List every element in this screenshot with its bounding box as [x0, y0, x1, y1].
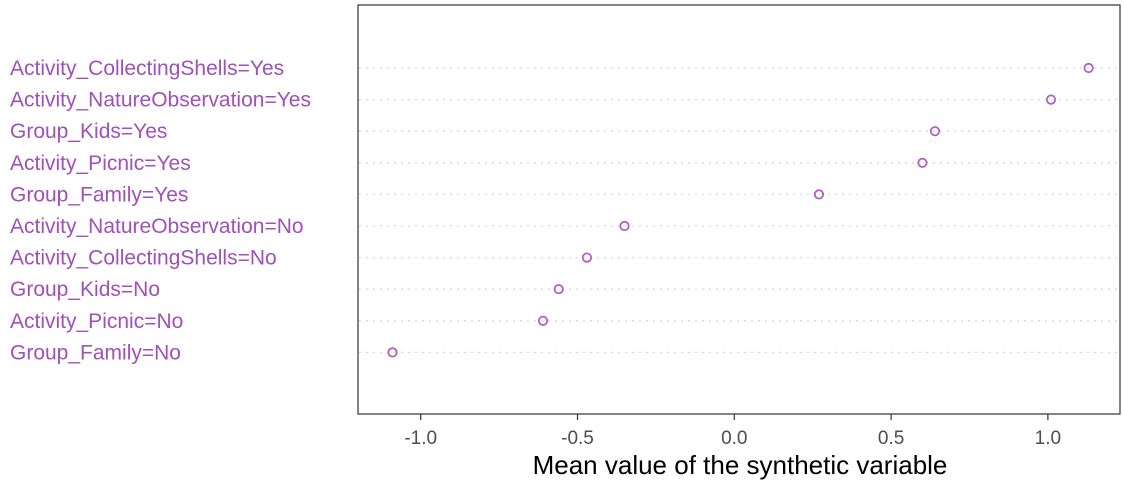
category-label: Activity_Picnic=No [10, 310, 183, 333]
category-label: Group_Kids=No [10, 278, 160, 301]
data-points [387, 62, 1094, 358]
data-point [1045, 94, 1057, 105]
category-label: Activity_NatureObservation=No [10, 215, 304, 238]
x-tick-label: -0.5 [561, 428, 594, 449]
grid-lines [359, 67, 1119, 354]
data-point [581, 252, 593, 263]
category-label: Activity_CollectingShells=Yes [10, 57, 284, 80]
x-tick-label: 0.0 [721, 428, 747, 449]
x-tick-label: -1.0 [404, 428, 437, 449]
x-tick-label: 0.5 [878, 428, 904, 449]
data-point [929, 126, 941, 137]
data-point [1083, 62, 1094, 74]
data-point [619, 220, 630, 232]
x-tick-label: 1.0 [1035, 428, 1061, 449]
x-axis: -1.0 -0.5 0.0 0.5 1.0 [404, 414, 1061, 449]
data-point [813, 189, 825, 200]
category-label: Activity_NatureObservation=Yes [10, 89, 311, 112]
data-point [387, 347, 398, 358]
data-point [917, 157, 928, 168]
category-labels: Activity_CollectingShells=Yes Activity_Na… [10, 57, 311, 364]
category-label: Activity_CollectingShells=No [10, 247, 277, 270]
category-label: Group_Family=Yes [10, 183, 188, 206]
data-point [553, 284, 564, 295]
data-point [537, 315, 549, 326]
plot-frame [357, 4, 1121, 415]
category-label: Group_Family=No [10, 341, 181, 364]
category-label: Group_Kids=Yes [10, 120, 167, 143]
x-axis-title: Mean value of the synthetic variable [533, 450, 948, 480]
category-label: Activity_Picnic=Yes [10, 152, 191, 175]
